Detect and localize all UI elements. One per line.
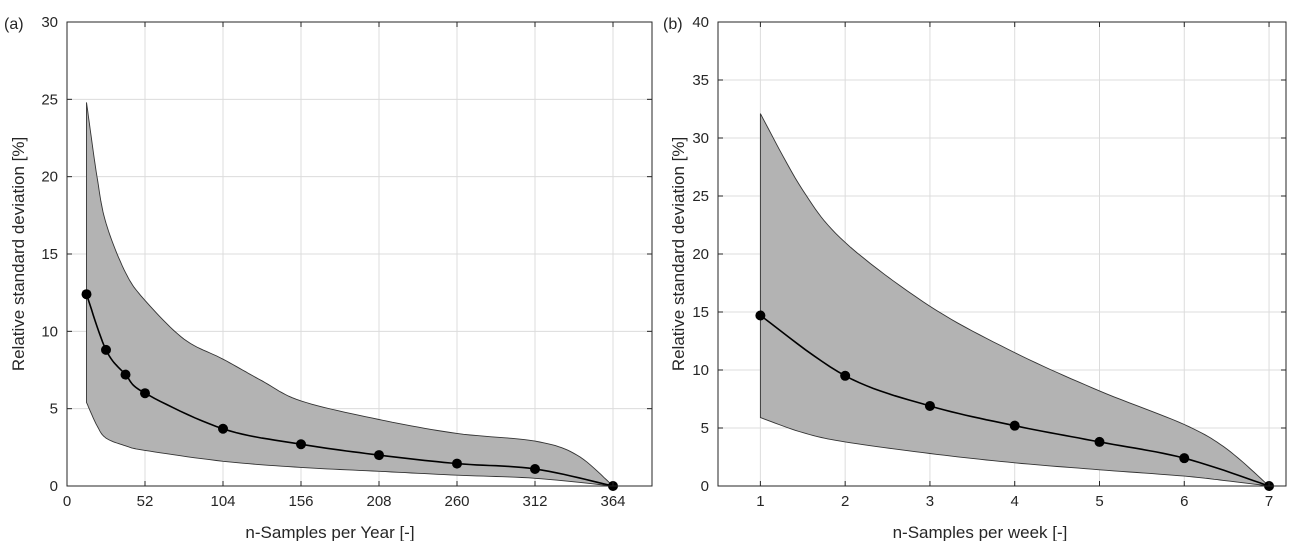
x-tick-label: 156 — [288, 493, 313, 510]
confidence-band — [86, 102, 615, 487]
data-point — [374, 450, 384, 461]
data-point — [81, 289, 92, 300]
y-axis-label: Relative standard deviation [%] — [669, 137, 688, 371]
x-tick-label: 52 — [137, 493, 154, 510]
y-tick-label: 0 — [50, 478, 58, 495]
x-tick-label: 0 — [63, 493, 71, 510]
data-point — [1179, 453, 1190, 464]
x-tick-label: 2 — [841, 493, 849, 510]
x-tick-label: 7 — [1265, 493, 1273, 510]
y-tick-label: 15 — [692, 304, 709, 321]
panel-a: (a) n-Samples per Year [-] Relative stan… — [4, 14, 653, 541]
data-point — [452, 458, 462, 469]
panel-b: (b) n-Samples per week [-] Relative stan… — [663, 14, 1287, 541]
data-point — [120, 369, 131, 380]
mean-line — [85, 293, 614, 487]
data-point — [840, 370, 851, 381]
data-point — [755, 310, 766, 321]
y-tick-label: 20 — [692, 246, 709, 263]
y-tick-label: 30 — [692, 130, 709, 147]
y-tick-label: 10 — [692, 362, 709, 379]
x-tick-label: 104 — [210, 493, 235, 510]
y-tick-label: 25 — [41, 91, 58, 108]
x-tick-label: 312 — [522, 493, 547, 510]
x-tick-label: 5 — [1095, 493, 1103, 510]
data-point — [140, 388, 150, 399]
x-tick-label: 1 — [756, 493, 764, 510]
x-tick-label: 4 — [1011, 493, 1019, 510]
y-tick-label: 5 — [50, 401, 58, 418]
y-tick-label: 35 — [692, 72, 709, 89]
y-tick-label: 0 — [701, 478, 709, 495]
y-tick-label: 10 — [41, 323, 58, 340]
panel-label: (b) — [663, 16, 683, 33]
x-axis-label: n-Samples per week [-] — [893, 523, 1068, 541]
panel-label: (a) — [4, 16, 24, 33]
data-point — [218, 423, 228, 434]
y-tick-label: 15 — [41, 246, 58, 263]
y-axis-label: Relative standard deviation [%] — [9, 137, 28, 371]
data-point — [530, 463, 540, 474]
data-point — [296, 439, 306, 450]
x-tick-label: 260 — [444, 493, 469, 510]
x-tick-label: 208 — [366, 493, 391, 510]
y-tick-label: 5 — [701, 420, 709, 437]
data-point — [1009, 420, 1020, 431]
y-tick-label: 30 — [41, 14, 58, 31]
data-point — [924, 400, 935, 411]
x-tick-label: 3 — [926, 493, 934, 510]
x-tick-label: 6 — [1180, 493, 1188, 510]
x-axis-label: n-Samples per Year [-] — [245, 523, 414, 541]
data-point — [101, 344, 111, 355]
y-tick-label: 40 — [692, 14, 709, 31]
x-tick-label: 364 — [600, 493, 625, 510]
y-tick-label: 20 — [41, 169, 58, 186]
data-point — [1094, 436, 1105, 447]
y-tick-label: 25 — [692, 188, 709, 205]
